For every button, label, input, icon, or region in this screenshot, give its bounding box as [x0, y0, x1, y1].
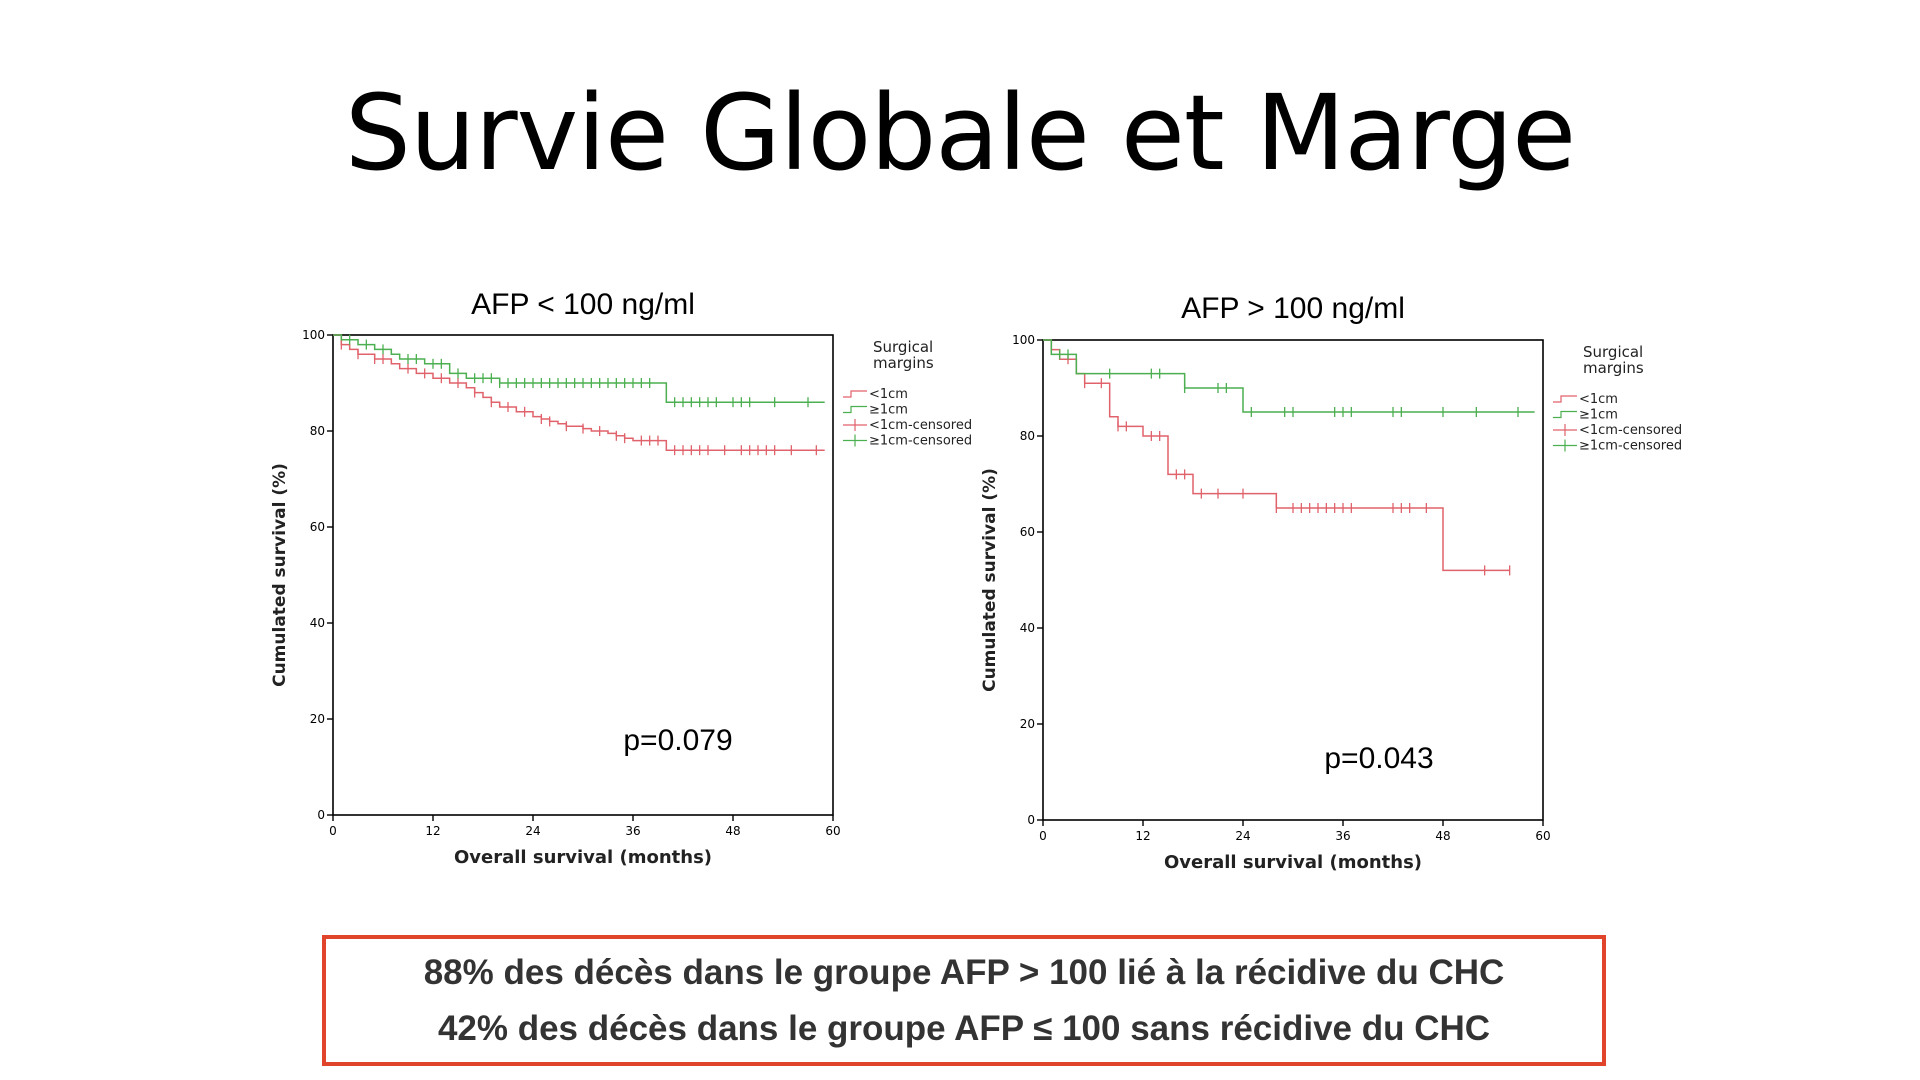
y-tick-label: 100: [302, 328, 325, 342]
x-tick-label: 60: [825, 824, 840, 838]
y-tick-label: 80: [310, 424, 325, 438]
legend-title: Surgical margins: [1583, 343, 1644, 377]
x-tick-label: 48: [725, 824, 740, 838]
p-value-annotation: p=0.043: [1324, 742, 1433, 775]
y-tick-label: 60: [1020, 525, 1035, 539]
y-tick-label: 60: [310, 520, 325, 534]
x-tick-label: 12: [1135, 829, 1150, 843]
legend-entry: ≥1cm: [869, 403, 908, 418]
x-axis-label: Overall survival (months): [1164, 852, 1422, 873]
slide-title: Survie Globale et Marge: [344, 72, 1576, 194]
conclusion-line-2: 42% des décès dans le groupe AFP ≤ 100 s…: [437, 1008, 1491, 1048]
legend-entry: <1cm-censored: [869, 418, 972, 433]
y-tick-label: 0: [317, 808, 325, 822]
legend-title-line: margins: [1583, 359, 1644, 377]
p-value-annotation: p=0.079: [623, 724, 732, 757]
x-tick-label: 12: [425, 824, 440, 838]
legend-entry: <1cm-censored: [1579, 423, 1682, 438]
y-tick-label: 20: [1020, 717, 1035, 731]
km-chart-svg: AFP < 100 ng/ml 0 20 40 60 80 100 0 12 24 36 48 60 Ov…: [270, 288, 972, 868]
legend-swatch: [843, 390, 867, 398]
x-tick-label: 48: [1435, 829, 1450, 843]
survival-curve-lt1cm: [333, 334, 825, 451]
x-axis-label: Overall survival (months): [454, 847, 712, 868]
x-tick-label: 36: [625, 824, 640, 838]
legend-entry: ≥1cm-censored: [1579, 439, 1682, 454]
conclusion-box: 88% des décès dans le groupe AFP > 100 l…: [322, 935, 1606, 1066]
y-tick-label: 100: [1012, 333, 1035, 347]
y-tick-label: 80: [1020, 429, 1035, 443]
legend-entry: <1cm: [869, 387, 908, 402]
legend-entry: <1cm: [1579, 392, 1618, 407]
conclusion-line-1: 88% des décès dans le groupe AFP > 100 l…: [423, 952, 1505, 992]
km-chart-afp-high: AFP > 100 ng/ml 0 20 40 60 80 100 0 12 24 36 48 60 Ov…: [965, 290, 1685, 890]
y-axis-label: Cumulated survival (%): [270, 463, 290, 687]
survival-curve-lt1cm: [1043, 339, 1510, 572]
plot-frame: [332, 334, 834, 816]
km-chart-svg: AFP > 100 ng/ml 0 20 40 60 80 100 0 12 24 36 48 60 Ov…: [980, 292, 1682, 873]
plot-frame: [1042, 339, 1544, 821]
x-tick-label: 0: [1039, 829, 1047, 843]
chart-title: AFP > 100 ng/ml: [1181, 292, 1405, 325]
chart-title: AFP < 100 ng/ml: [471, 288, 695, 321]
legend-title: Surgical margins: [873, 338, 934, 372]
legend-entry: ≥1cm: [1579, 408, 1618, 423]
y-axis-label: Cumulated survival (%): [980, 468, 1000, 692]
legend-title-line: margins: [873, 354, 934, 372]
x-tick-label: 60: [1535, 829, 1550, 843]
y-tick-label: 40: [310, 616, 325, 630]
legend-title-line: Surgical: [873, 338, 933, 356]
x-tick-label: 24: [1235, 829, 1250, 843]
legend-title-line: Surgical: [1583, 343, 1643, 361]
legend-swatch: [843, 405, 867, 414]
km-chart-afp-low: AFP < 100 ng/ml 0 20 40 60 80 100 0 12 24 36 48 60 Ov…: [255, 285, 975, 885]
y-tick-label: 0: [1027, 813, 1035, 827]
y-tick-label: 40: [1020, 621, 1035, 635]
x-tick-label: 24: [525, 824, 540, 838]
legend-entry: ≥1cm-censored: [869, 434, 972, 449]
y-tick-label: 20: [310, 712, 325, 726]
legend-swatch: [1553, 395, 1577, 403]
x-tick-label: 0: [329, 824, 337, 838]
legend-swatch: [1553, 410, 1577, 419]
survival-curve-ge1cm: [1043, 339, 1535, 413]
x-tick-label: 36: [1335, 829, 1350, 843]
